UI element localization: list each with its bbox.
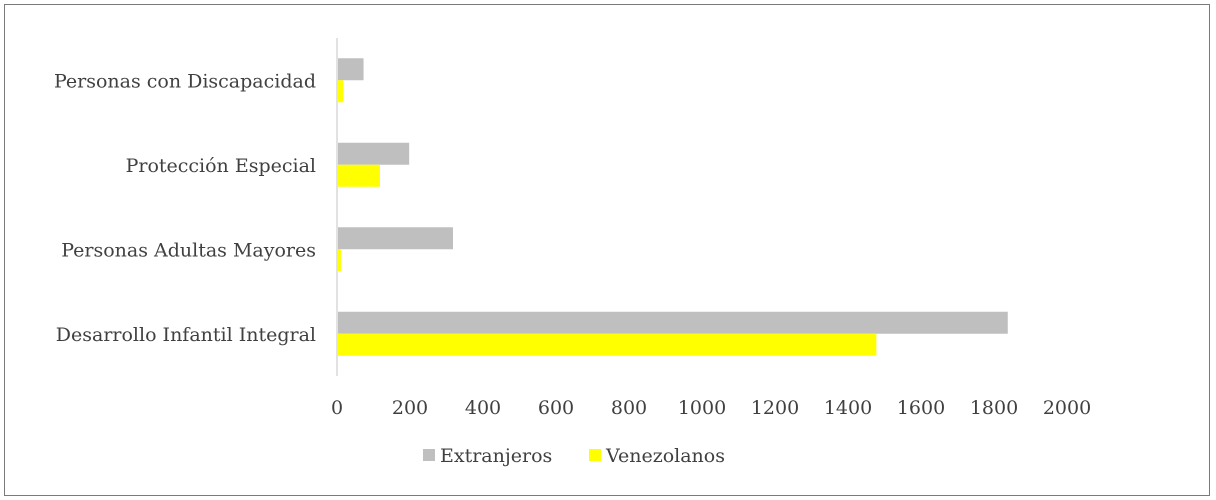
category-label: Protección Especial (126, 155, 316, 177)
legend-label-extranjeros: Extranjeros (440, 445, 552, 467)
category-labels: Personas con Discapacidad Protección Espe… (54, 70, 316, 346)
x-tick-label: 1400 (824, 397, 872, 419)
bar-venezolanos-1 (338, 80, 344, 103)
legend-swatch-venezolanos (589, 449, 601, 461)
x-tick-label: 0 (331, 397, 343, 419)
x-tick-label: 200 (392, 397, 428, 419)
bars (338, 58, 1008, 356)
bar-extranjeros-3 (338, 227, 453, 250)
x-tick-label: 600 (538, 397, 574, 419)
category-label: Personas con Discapacidad (54, 70, 316, 92)
x-tick-label: 2000 (1043, 397, 1091, 419)
bar-venezolanos-3 (338, 249, 341, 272)
legend: Extranjeros Venezolanos (423, 445, 725, 467)
legend-label-venezolanos: Venezolanos (605, 445, 725, 467)
category-label: Desarrollo Infantil Integral (56, 324, 316, 346)
chart-frame (4, 4, 1210, 496)
x-tick-labels: 0 200 400 600 800 1000 1200 1400 1600 1800 2000 (331, 397, 1091, 419)
category-label: Personas Adultas Mayores (61, 239, 316, 261)
x-tick-label: 800 (611, 397, 647, 419)
legend-swatch-extranjeros (423, 449, 435, 461)
bar-extranjeros-1 (338, 58, 364, 81)
x-tick-label: 1600 (897, 397, 945, 419)
x-tick-label: 1000 (678, 397, 726, 419)
bar-venezolanos-4 (338, 333, 877, 356)
x-tick-label: 1800 (970, 397, 1018, 419)
x-tick-label: 1200 (751, 397, 799, 419)
bar-venezolanos-2 (338, 164, 380, 187)
bar-extranjeros-2 (338, 142, 410, 165)
bar-extranjeros-4 (338, 311, 1008, 334)
x-tick-label: 400 (465, 397, 501, 419)
